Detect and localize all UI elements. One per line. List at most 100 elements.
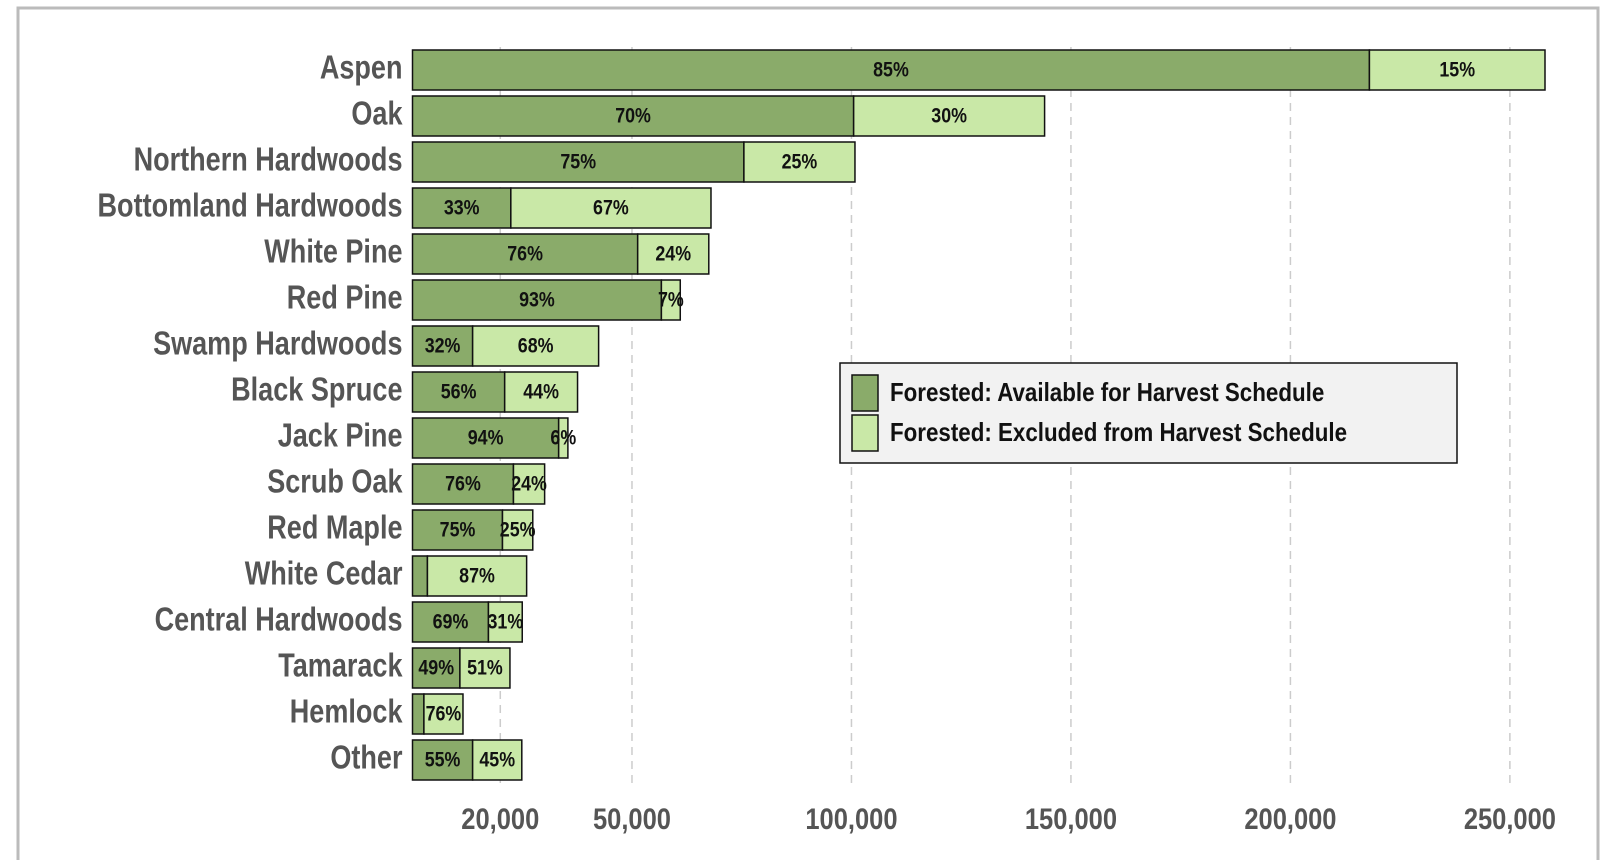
segment-label: 30% <box>931 104 967 128</box>
y-tick-label: Central Hardwoods <box>155 602 403 638</box>
bar-segment <box>503 371 579 413</box>
segment-label-wrap: 94% <box>468 426 504 450</box>
category: Aspen <box>320 50 403 86</box>
bar-segment <box>411 463 515 505</box>
x-tick-label: 100,000 <box>805 802 897 835</box>
bar-segment <box>1368 49 1546 91</box>
category: Bottomland Hardwoods <box>98 188 403 224</box>
category: Oak <box>351 96 402 132</box>
segment-label-wrap: 93% <box>519 288 555 312</box>
y-tick-label: Black Spruce <box>231 372 402 408</box>
legend-swatch <box>851 414 879 452</box>
bar-segment <box>411 49 1371 91</box>
x-tick-label: 150,000 <box>1025 802 1117 835</box>
x-tick: 20,000 <box>461 802 539 835</box>
bar-segment <box>743 141 856 183</box>
segment-label-wrap: 25% <box>500 518 536 542</box>
x-tick: 250,000 <box>1464 802 1556 835</box>
bar-segment <box>411 233 639 275</box>
segment-label: 25% <box>782 150 818 174</box>
category: Jack Pine <box>278 418 403 454</box>
y-tick-label: White Cedar <box>245 556 403 592</box>
category: Red Maple <box>267 510 402 546</box>
bar-segment <box>512 463 546 505</box>
segment-label: 69% <box>433 610 469 634</box>
bar-segment <box>636 233 710 275</box>
bar-segment <box>510 187 712 229</box>
bar-segment <box>557 417 569 459</box>
segment-label: 33% <box>444 196 480 220</box>
segment-label: 93% <box>519 288 555 312</box>
bar-segment <box>411 601 490 643</box>
y-tick-label: Red Pine <box>287 280 403 316</box>
y-tick-label: Swamp Hardwoods <box>153 326 402 362</box>
y-tick-label: White Pine <box>264 234 402 270</box>
y-tick-label: Tamarack <box>278 648 402 684</box>
bar-segment <box>459 647 511 689</box>
x-tick: 100,000 <box>805 802 897 835</box>
segment-label-wrap: 32% <box>425 334 461 358</box>
category: Scrub Oak <box>267 464 402 500</box>
y-tick-label: Northern Hardwoods <box>134 142 403 178</box>
y-tick-label: Other <box>330 740 402 776</box>
y-tick-label: Red Maple <box>267 510 402 546</box>
y-tick-label: Aspen <box>320 50 403 86</box>
segment-label-wrap: 85% <box>873 58 909 82</box>
bar-segment <box>471 325 600 367</box>
x-tick: 200,000 <box>1244 802 1336 835</box>
bar-segment <box>411 739 474 781</box>
bar-segment <box>501 509 534 551</box>
segment-label-wrap: 30% <box>931 104 967 128</box>
segment-label-wrap: 33% <box>444 196 480 220</box>
segment-label: 31% <box>487 610 523 634</box>
segment-label-wrap: 70% <box>615 104 651 128</box>
category: Swamp Hardwoods <box>153 326 402 362</box>
segment-label: 55% <box>425 748 461 772</box>
bar-segment <box>411 509 504 551</box>
y-tick-label: Jack Pine <box>278 418 403 454</box>
category: Other <box>330 740 402 776</box>
x-tick-label: 200,000 <box>1244 802 1336 835</box>
segment-label-wrap: 24% <box>511 472 547 496</box>
bar-segment <box>423 693 464 735</box>
x-tick-label: 20,000 <box>461 802 539 835</box>
bar-segment <box>411 555 429 597</box>
segment-label-wrap: 76% <box>445 472 481 496</box>
segment-label-wrap: 44% <box>523 380 559 404</box>
category: Tamarack <box>278 648 402 684</box>
segment-label-wrap: 69% <box>433 610 469 634</box>
segment-label: 75% <box>440 518 476 542</box>
segment-label: 56% <box>441 380 477 404</box>
segment-label-wrap: 31% <box>487 610 523 634</box>
bar-segment <box>411 371 506 413</box>
segment-label-wrap: 51% <box>467 656 503 680</box>
segment-label: 32% <box>425 334 461 358</box>
segment-label-wrap: 75% <box>560 150 596 174</box>
legend-swatch <box>851 374 879 412</box>
segment-label-wrap: 24% <box>655 242 691 266</box>
segment-label: 75% <box>560 150 596 174</box>
category: Northern Hardwoods <box>134 142 403 178</box>
category: Red Pine <box>287 280 403 316</box>
category: Hemlock <box>290 694 403 730</box>
bar-segment <box>411 95 855 137</box>
segment-label-wrap: 55% <box>425 748 461 772</box>
legend-entry: Forested: Available for Harvest Schedule <box>890 378 1324 407</box>
segment-label: 87% <box>459 564 495 588</box>
segment-label-wrap: 15% <box>1439 58 1475 82</box>
legend-box <box>839 362 1458 464</box>
segment-label-wrap: 68% <box>518 334 554 358</box>
segment-label: 25% <box>500 518 536 542</box>
bar-segment <box>471 739 523 781</box>
x-tick: 50,000 <box>593 802 671 835</box>
segment-label-wrap: 6% <box>550 426 576 450</box>
segment-label: 76% <box>445 472 481 496</box>
segment-label: 67% <box>593 196 629 220</box>
x-tick-label: 50,000 <box>593 802 671 835</box>
segment-label-wrap: 25% <box>782 150 818 174</box>
segment-label-wrap: 76% <box>507 242 543 266</box>
category: White Cedar <box>245 556 403 592</box>
bar-segment <box>852 95 1046 137</box>
bar-segment <box>411 141 745 183</box>
bar-segment <box>487 601 523 643</box>
